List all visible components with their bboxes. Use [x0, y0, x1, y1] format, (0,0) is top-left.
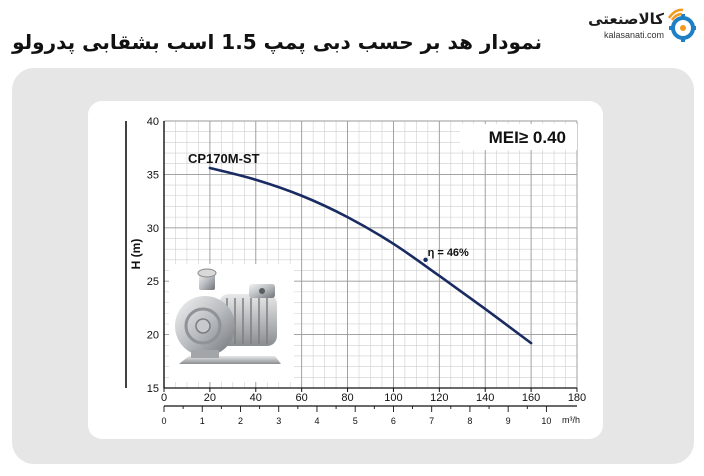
gear-icon: [667, 8, 696, 42]
x-tick-label: 80: [341, 392, 353, 404]
mei-box: [460, 124, 577, 150]
logo-name: کالاصنعتی: [588, 10, 664, 28]
x-tick-label: 120: [430, 392, 448, 404]
x2-tick-labels: 0 1 2 3 4 5 6 7 8 9 10: [161, 406, 551, 426]
x2-unit-label: m³/h: [562, 415, 580, 425]
mei-label: MEI≥ 0.40: [489, 128, 566, 147]
y-tick-label: 25: [147, 276, 159, 288]
x2-tick-label: 6: [391, 416, 396, 426]
x-tick-label: 100: [384, 392, 402, 404]
y-tick-label: 35: [147, 169, 159, 181]
x2-tick-label: 0: [161, 416, 166, 426]
x-tick-label: 160: [522, 392, 540, 404]
pump-illustration: [175, 268, 281, 364]
y-axis-label: H (m): [129, 239, 143, 270]
x2-tick-label: 8: [467, 416, 472, 426]
brand-logo[interactable]: کالاصنعتی kalasanati.com: [586, 6, 698, 46]
x2-tick-label: 10: [541, 416, 551, 426]
x-tick-label: 60: [296, 392, 308, 404]
x-tick-label: 0: [161, 392, 167, 404]
pump-image: [169, 264, 294, 382]
x-tick-label: 140: [476, 392, 494, 404]
logo-url: kalasanati.com: [603, 30, 664, 40]
x2-tick-label: 9: [506, 416, 511, 426]
y-tick-label: 15: [147, 383, 159, 395]
y-tick-label: 20: [147, 330, 159, 342]
x2-tick-label: 4: [314, 416, 319, 426]
x2-tick-label: 2: [238, 416, 243, 426]
y-tick-labels: 15 20 25 30 35 40: [147, 116, 159, 395]
x2-tick-label: 1: [200, 416, 205, 426]
y-tick-label: 40: [147, 116, 159, 128]
efficiency-label: η = 46%: [428, 247, 469, 259]
x-tick-label: 20: [204, 392, 216, 404]
y-tick-label: 30: [147, 223, 159, 235]
x2-tick-label: 5: [353, 416, 358, 426]
x2-tick-label: 3: [276, 416, 281, 426]
x-tick-label: 180: [568, 392, 586, 404]
x2-tick-label: 7: [429, 416, 434, 426]
series-line: [208, 166, 533, 345]
page-title: نمودار هد بر حسب دبی پمپ 1.5 اسب بشقابی …: [12, 30, 542, 54]
x-tick-label: 40: [250, 392, 262, 404]
efficiency-point: [423, 257, 428, 263]
model-label: CP170M-ST: [188, 151, 260, 166]
x-tick-labels: 0 20 40 60 80 100 120 140 160 180: [161, 388, 586, 404]
